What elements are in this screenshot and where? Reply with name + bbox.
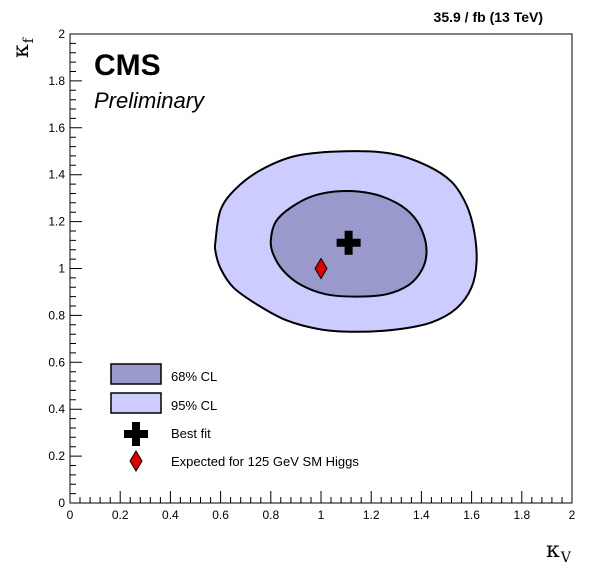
y-axis-title-main: κ [9, 44, 34, 58]
x-tick-label: 1.8 [513, 508, 530, 522]
x-axis-title: κV [546, 538, 572, 566]
x-axis-title-main: κ [546, 538, 560, 563]
x-tick-label: 1.6 [463, 508, 480, 522]
lumi-label: 35.9 / fb (13 TeV) [434, 9, 543, 25]
y-tick-label: 0.2 [48, 449, 65, 463]
legend-best-fit-cross-icon [124, 422, 148, 446]
y-tick-label: 1.8 [48, 74, 65, 88]
legend: 68% CL 95% CL Best fit Expected for 125 … [110, 363, 359, 472]
legend-label-expected: Expected for 125 GeV SM Higgs [171, 454, 359, 469]
y-tick-label: 1 [58, 262, 65, 276]
x-tick-label: 1.2 [363, 508, 380, 522]
y-tick-label: 1.2 [48, 215, 65, 229]
status-label: Preliminary [94, 88, 206, 113]
x-tick-label: 0.8 [262, 508, 279, 522]
y-tick-label: 0.4 [48, 402, 65, 416]
y-tick-label: 0 [58, 496, 65, 510]
ticks-layer [69, 33, 573, 504]
axis-ticks [69, 33, 573, 504]
legend-label-best-fit: Best fit [171, 426, 211, 441]
tick-labels-layer: 0 0.2 0.4 0.6 0.8 1 1.2 1.4 1.6 1.8 2 0 0.2 0.4 0.6 0.8… [48, 27, 575, 522]
expected-sm-marker [314, 257, 328, 280]
experiment-label: CMS [94, 49, 161, 82]
x-tick-label: 1 [318, 508, 325, 522]
y-tick-label: 0.8 [48, 308, 65, 322]
x-tick-label: 0.6 [212, 508, 229, 522]
x-tick-label: 1.4 [413, 508, 430, 522]
legend-expected-diamond-icon [129, 450, 143, 472]
y-tick-label: 0.6 [48, 355, 65, 369]
y-tick-label: 2 [58, 27, 65, 41]
legend-swatch-95 [110, 392, 162, 414]
x-tick-label: 2 [569, 508, 576, 522]
x-axis-title-sub: V [560, 550, 572, 566]
best-fit-marker [336, 230, 361, 255]
legend-swatch-68 [110, 363, 162, 385]
markers-layer [314, 230, 361, 280]
x-tick-label: 0.4 [162, 508, 179, 522]
y-tick-label: 1.6 [48, 121, 65, 135]
x-tick-label: 0.2 [112, 508, 129, 522]
y-tick-label: 1.4 [48, 168, 65, 182]
legend-label-68: 68% CL [171, 369, 217, 384]
x-tick-label: 0 [67, 508, 74, 522]
y-axis-title: κf [9, 36, 37, 58]
y-axis-title-sub: f [21, 36, 37, 43]
legend-label-95: 95% CL [171, 398, 217, 413]
